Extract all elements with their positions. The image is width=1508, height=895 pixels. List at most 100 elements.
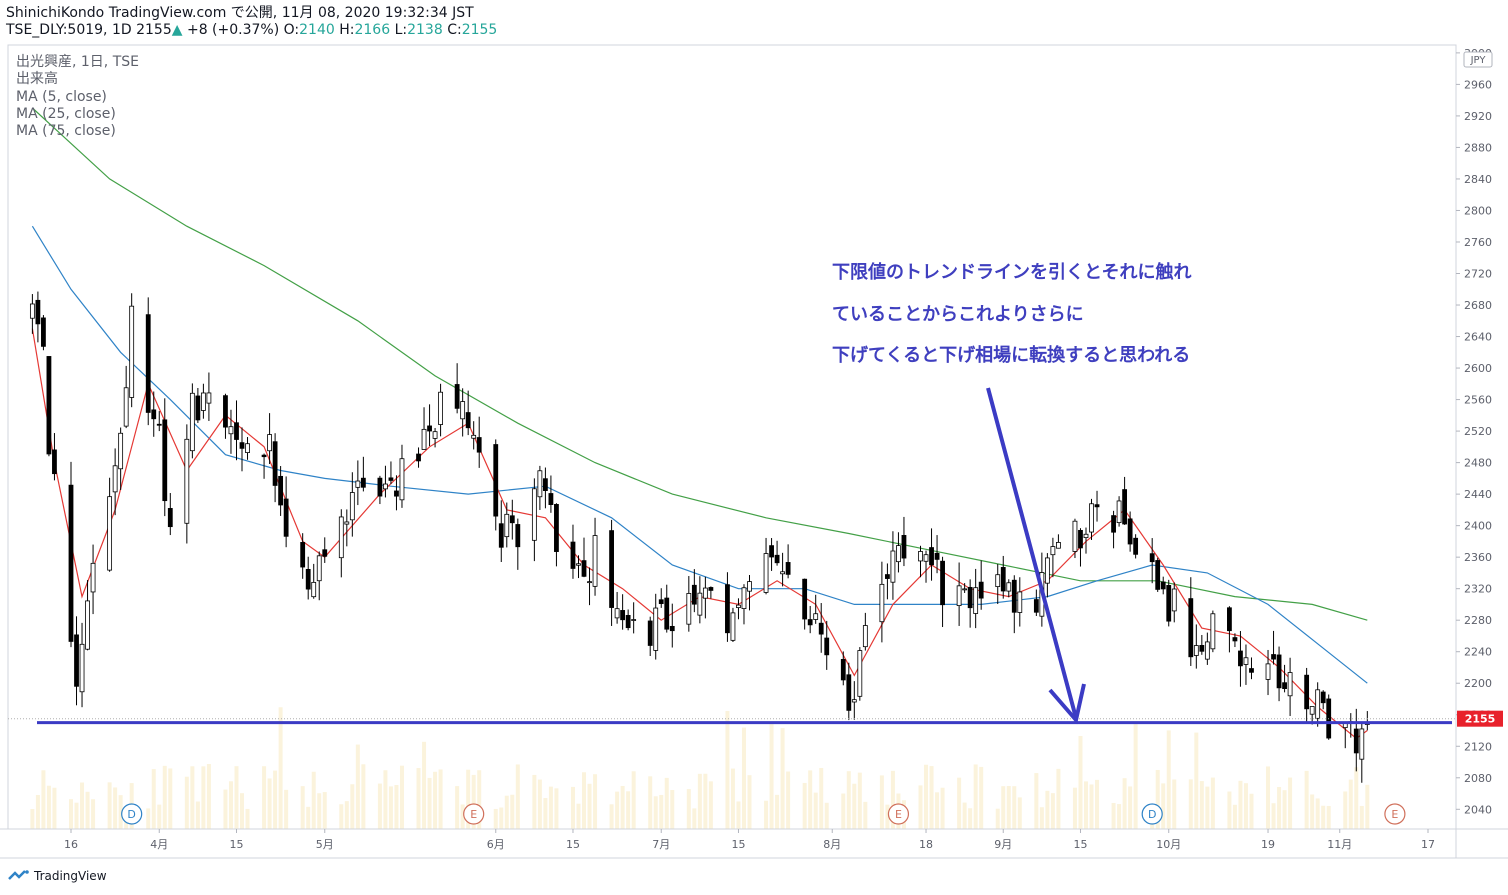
volume-bar	[924, 764, 929, 829]
volume-bar	[262, 766, 267, 829]
volume-bar	[813, 792, 818, 829]
candle-body	[1133, 537, 1139, 555]
y-tick-label: 2320	[1464, 583, 1492, 596]
candle-body	[399, 458, 405, 501]
volume-bar	[223, 789, 228, 829]
candle-body	[785, 562, 791, 575]
candle-body	[1265, 663, 1271, 680]
candle-body	[813, 613, 819, 620]
candle-body	[708, 587, 714, 591]
volume-bar	[857, 772, 862, 829]
candle-body	[471, 434, 477, 439]
candle-body	[1044, 557, 1050, 584]
x-tick-label: 17	[1421, 838, 1435, 851]
volume-bar	[962, 802, 967, 829]
candle-body	[542, 478, 548, 491]
candle-body	[730, 612, 736, 641]
candle-body	[625, 615, 631, 629]
candle-body	[1199, 645, 1205, 652]
candle-body	[300, 542, 306, 568]
volume-bar	[670, 789, 675, 829]
candle-body	[697, 592, 703, 616]
volume-bar	[885, 804, 890, 829]
volume-bar	[995, 808, 1000, 829]
candle-body	[184, 438, 190, 524]
volume-bar	[918, 785, 923, 829]
candle-body	[967, 586, 973, 609]
volume-bar	[1006, 786, 1011, 829]
candle-body	[691, 584, 697, 605]
candle-body	[620, 610, 626, 621]
volume-bar	[460, 804, 465, 829]
candle-body	[973, 587, 979, 614]
y-tick-label: 2560	[1464, 394, 1492, 407]
candle-body	[223, 395, 228, 428]
footer-brand[interactable]: TradingView	[8, 869, 107, 883]
volume-bar	[1001, 786, 1006, 829]
candle-body	[554, 504, 559, 552]
volume-bar	[1017, 797, 1022, 829]
volume-bar	[576, 803, 581, 829]
volume-bar	[703, 773, 708, 829]
volume-bar	[819, 767, 824, 829]
candle-body	[338, 516, 344, 559]
event-marker-label: D	[127, 808, 135, 821]
candle-body	[1056, 542, 1061, 549]
volume-bar	[1188, 779, 1193, 829]
candle-body	[548, 493, 554, 505]
candle-body	[118, 432, 124, 470]
candle-body	[1171, 588, 1177, 612]
volume-bar	[1282, 790, 1287, 829]
volume-bar	[300, 786, 305, 829]
candle-body	[1249, 668, 1254, 673]
volume-bar	[968, 808, 973, 829]
legend-ma25[interactable]: MA (25, close)	[16, 106, 116, 122]
candle-body	[151, 409, 157, 420]
candle-body	[763, 553, 769, 593]
legend-ma75[interactable]: MA (75, close)	[16, 123, 116, 139]
y-tick-label: 2640	[1464, 331, 1492, 344]
volume-bar	[41, 770, 46, 829]
x-tick-label: 10月	[1156, 838, 1181, 851]
volume-bar	[648, 776, 653, 829]
candle-body	[741, 587, 747, 609]
arrow-shaft	[986, 387, 1078, 719]
volume-bar	[1348, 779, 1353, 829]
y-tick-label: 2240	[1464, 646, 1492, 659]
legend-symbol[interactable]: 出光興産, 1日, TSE	[16, 54, 139, 70]
volume-bar	[764, 800, 769, 829]
legend-volume[interactable]: 出来高	[16, 71, 58, 87]
candle-body	[460, 401, 466, 420]
candle-body	[278, 475, 284, 506]
candle-body	[206, 392, 212, 404]
volume-bar	[267, 778, 272, 829]
volume-bar	[52, 787, 57, 829]
volume-bar	[890, 770, 895, 829]
candle-body	[41, 317, 46, 347]
candle-body	[747, 581, 752, 592]
candle-body	[1160, 581, 1166, 590]
candle-body	[493, 444, 499, 517]
last-price: 2155	[136, 22, 172, 38]
candle-body	[107, 496, 113, 571]
volume-bar	[311, 771, 316, 829]
legend-ma5[interactable]: MA (5, close)	[16, 89, 107, 105]
volume-bar	[1166, 730, 1171, 829]
event-marker	[463, 803, 485, 825]
volume-bar	[1243, 783, 1248, 829]
volume-bar	[234, 766, 239, 829]
up-arrow-icon: ▲	[171, 22, 183, 38]
candle-body	[631, 619, 637, 621]
volume-bar	[1227, 791, 1232, 829]
candle-body	[85, 600, 90, 650]
volume-bar	[631, 771, 636, 829]
candle-body	[857, 650, 863, 697]
candle-body	[1353, 728, 1359, 754]
volume-bar	[168, 768, 173, 829]
volume-bar	[929, 766, 934, 829]
volume-bar	[1326, 805, 1331, 829]
x-tick-label: 5月	[316, 838, 334, 851]
volume-bar	[543, 798, 548, 829]
change-value: +8 (+0.37%)	[186, 22, 280, 38]
